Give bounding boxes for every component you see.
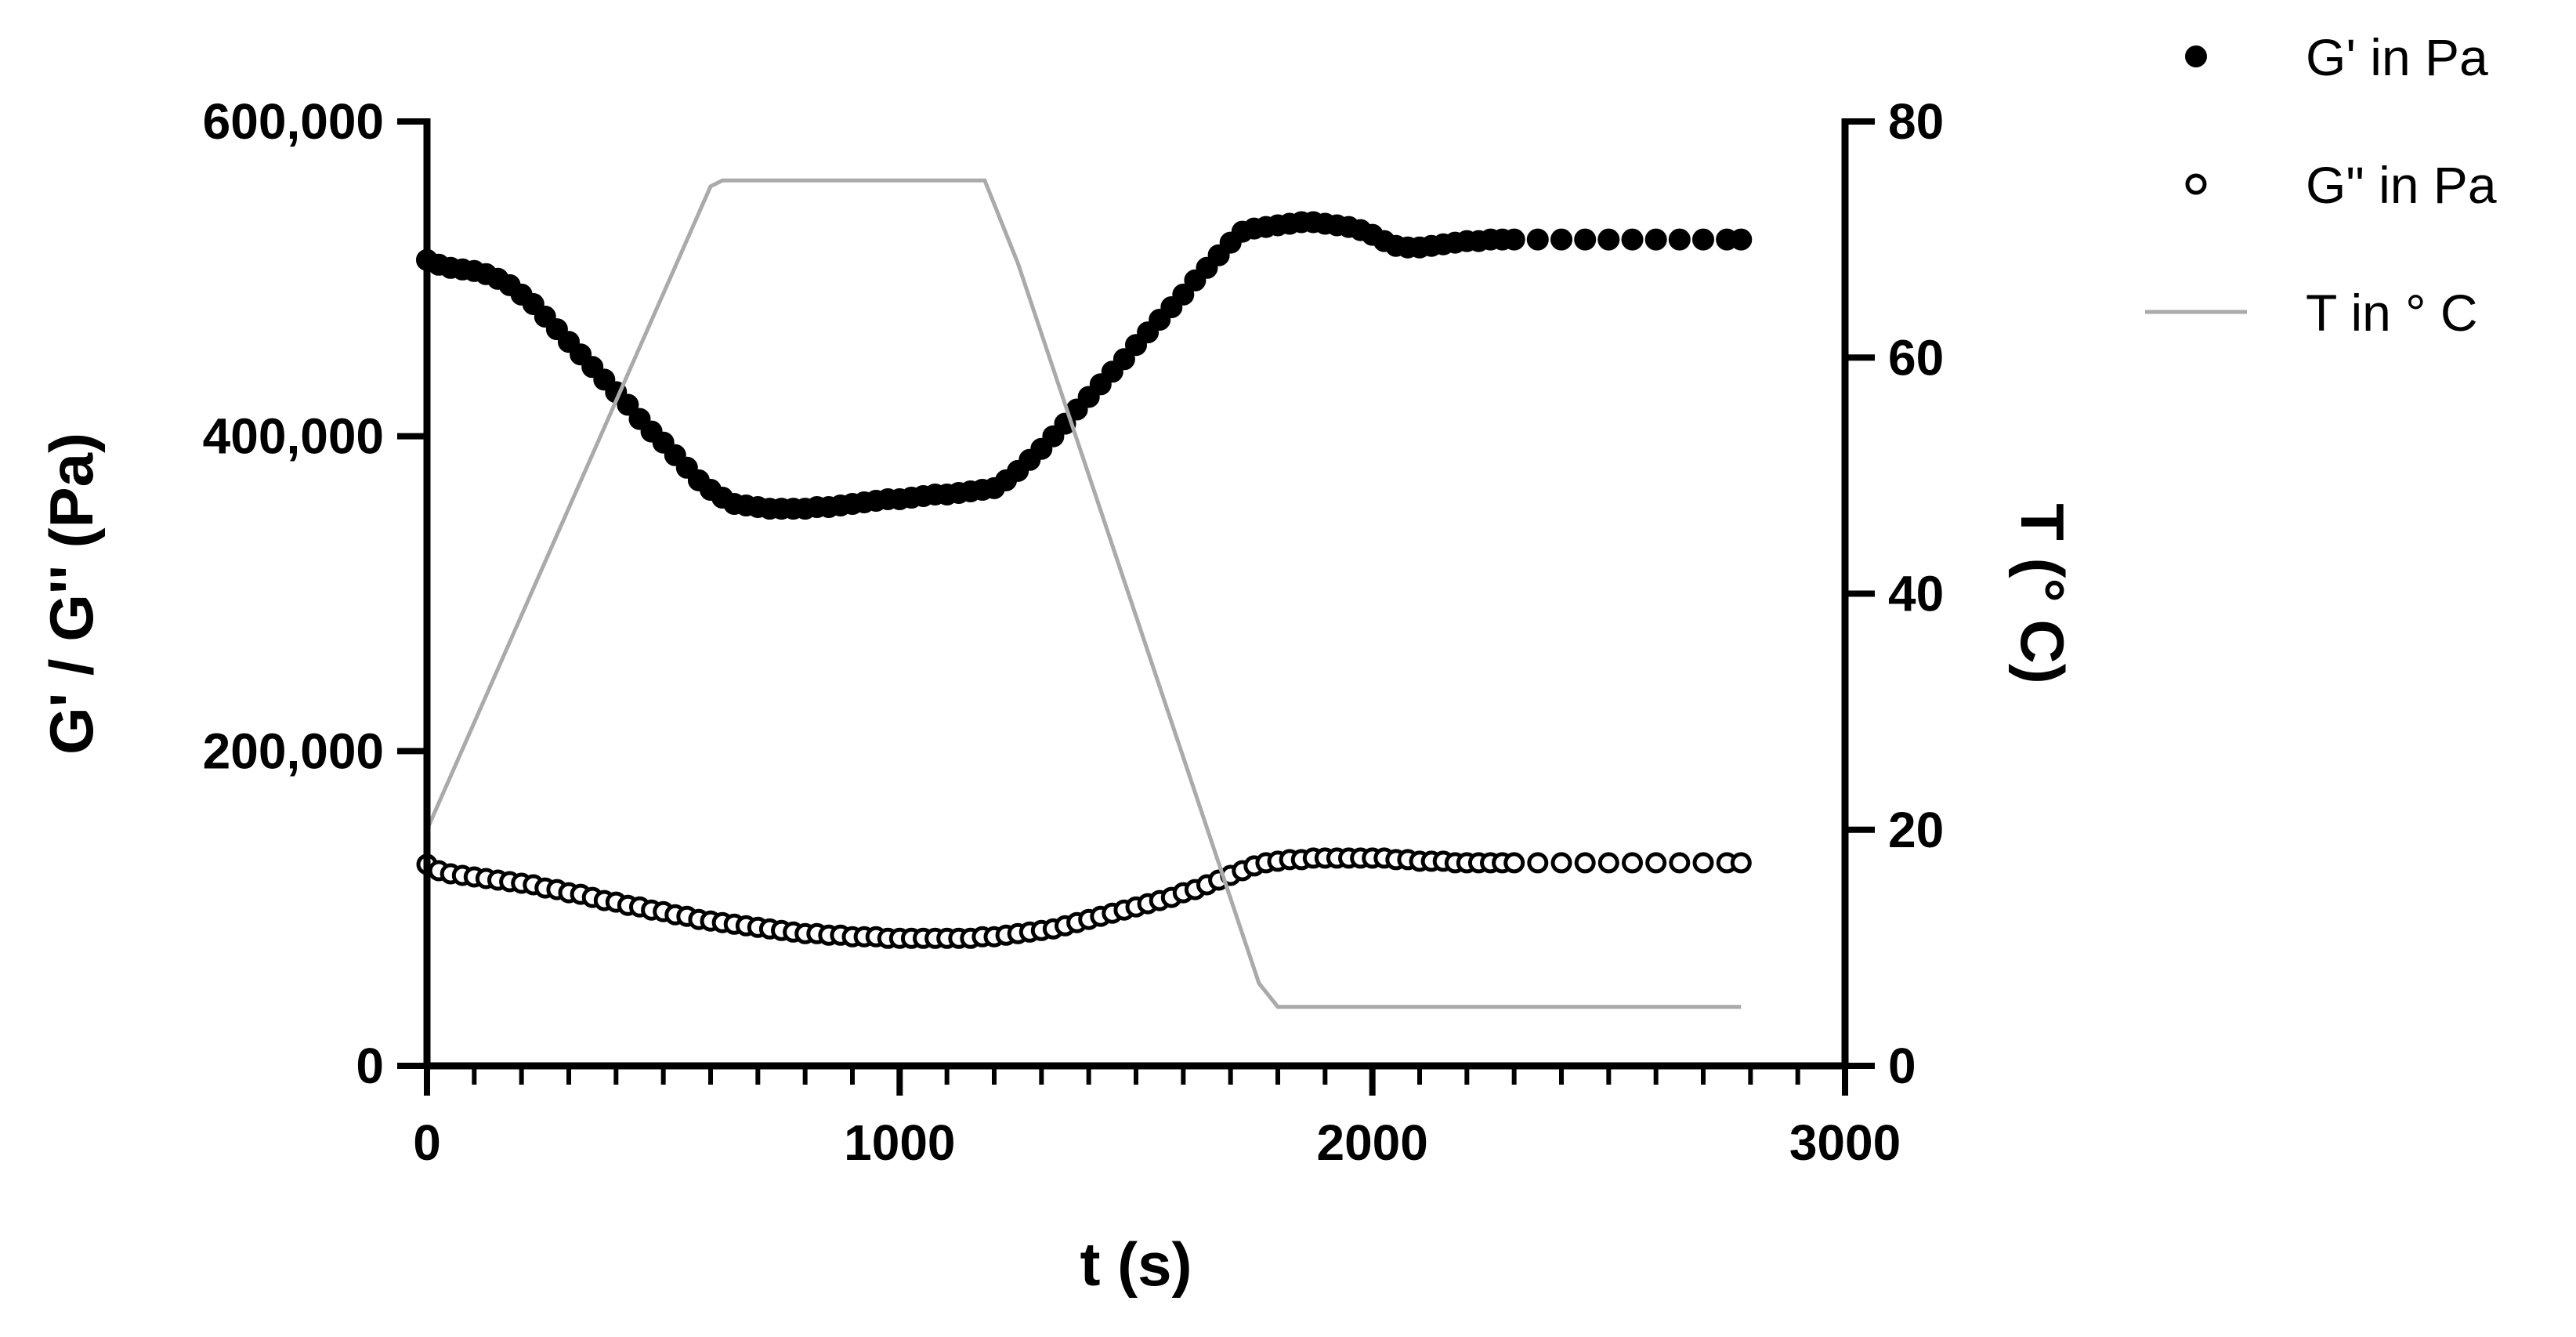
series-gprime-point [1668,228,1691,251]
series-gdoubleprime-point [1597,852,1619,874]
x-tick-label: 0 [413,1114,441,1171]
series-gprime-point [1692,228,1714,251]
series-gprime-point [1113,348,1135,371]
y-left-tick-label: 0 [356,1038,384,1094]
x-axis-title: t (s) [1080,1230,1192,1299]
y-right-axis-title: T (° C) [2008,503,2077,683]
y-left-tick-label: 600,000 [203,93,384,150]
legend-label: T in ° C [2306,284,2478,342]
series-gdoubleprime-point [1622,852,1643,874]
series-gprime-point [1644,228,1667,251]
y-right-tick-label: 20 [1888,802,1944,858]
legend-gprime-swatch [2185,45,2207,67]
series-gdoubleprime-point [1503,852,1525,874]
series-gprime-point [1550,228,1572,251]
x-tick-label: 2000 [1316,1114,1427,1171]
series-gdoubleprime-point [1550,852,1572,874]
y-right-tick-label: 80 [1888,93,1944,150]
series-gdoubleprime-point [1527,852,1549,874]
plot-series [416,178,1753,1009]
series-gprime-point [1730,228,1753,251]
y-right-tick-label: 40 [1888,566,1944,622]
legend: G' in Pa G" in Pa T in ° C [2145,28,2497,342]
series-gdoubleprime-point [1645,852,1667,874]
y-left-axis-title: G' / G'' (Pa) [37,433,106,755]
axes: 0 1000 2000 3000 0 200,000 400,000 600,000 0 20 40… [37,93,2077,1299]
legend-label: G' in Pa [2306,28,2488,86]
y-left-tick-label: 400,000 [203,408,384,465]
series-gdoubleprime-point [1574,852,1596,874]
y-left-tick-label: 200,000 [203,723,384,779]
series-gdoubleprime-point [1730,852,1752,874]
series-gprime-point [1574,228,1597,251]
y-right-tick-label: 0 [1888,1038,1916,1094]
y-right-tick-label: 60 [1888,329,1944,386]
legend-label: G" in Pa [2306,156,2497,214]
series-gprime-point [1503,228,1525,251]
series-temperature-line [425,178,1742,1009]
series-gdoubleprime-point [1669,852,1691,874]
series-gprime-point [1172,283,1195,306]
series-gdoubleprime-point [1692,852,1714,874]
legend-gdoubleprime-swatch [2185,173,2207,195]
x-tick-label: 3000 [1789,1114,1901,1171]
series-gprime-point [1526,228,1549,251]
series-gprime-point [617,393,639,416]
series-gprime-point [1597,228,1620,251]
series-gprime-point [1621,228,1644,251]
x-tick-label: 1000 [844,1114,955,1171]
